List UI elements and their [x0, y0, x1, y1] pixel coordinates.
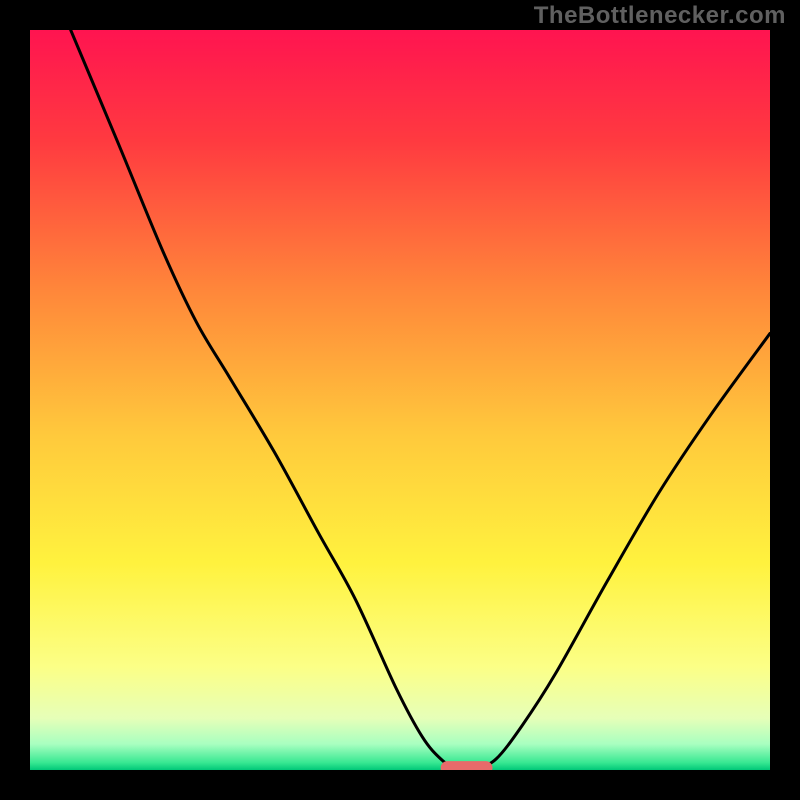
watermark-text: TheBottlenecker.com [534, 2, 786, 30]
gradient-background [30, 30, 770, 770]
optimal-marker [441, 761, 493, 770]
bottleneck-chart [30, 30, 770, 770]
plot-area [30, 30, 770, 770]
chart-container: TheBottlenecker.com [0, 0, 800, 800]
